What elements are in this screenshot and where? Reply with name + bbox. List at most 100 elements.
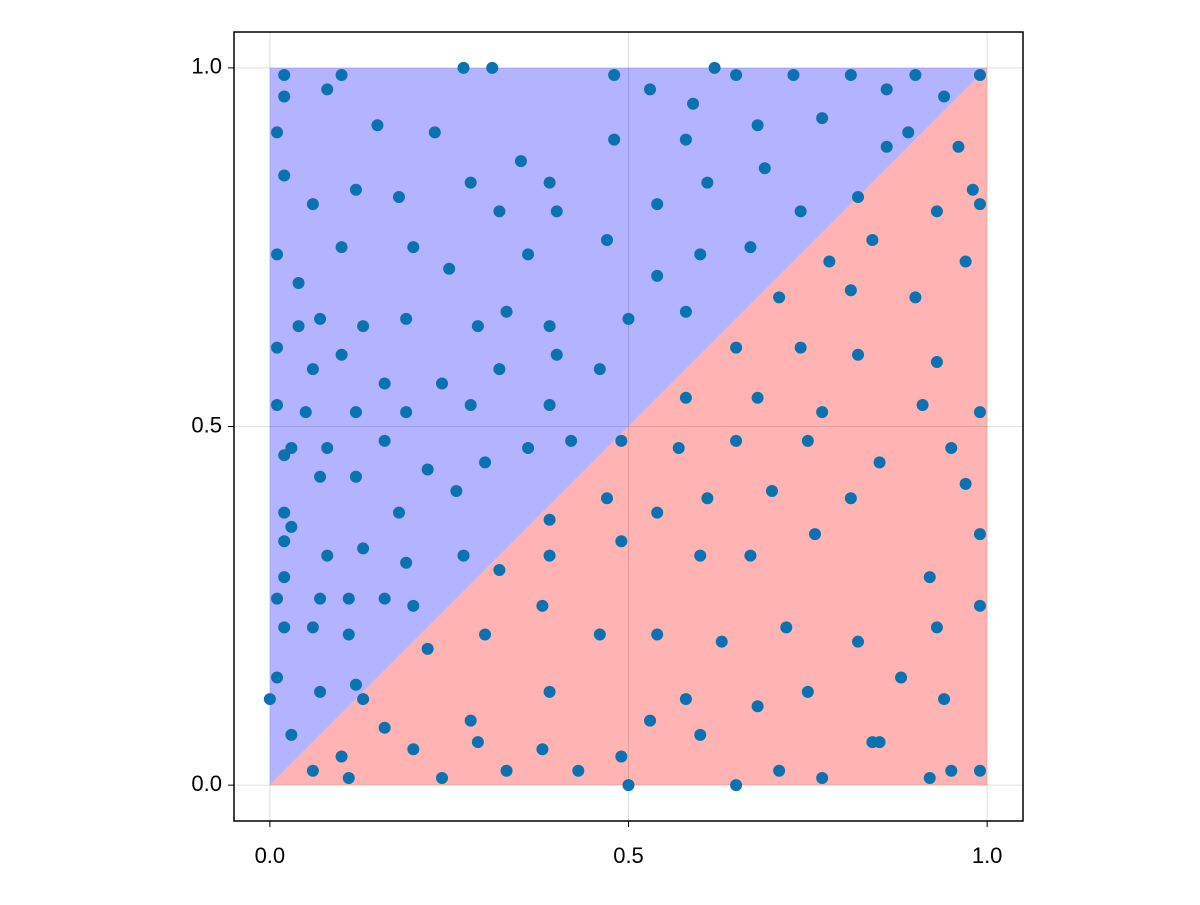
point	[407, 599, 420, 612]
point	[378, 592, 391, 605]
point	[464, 176, 477, 189]
point	[973, 69, 986, 82]
point	[271, 592, 284, 605]
point	[550, 348, 563, 361]
point	[543, 176, 556, 189]
point	[902, 126, 915, 139]
point	[550, 205, 563, 218]
point	[285, 728, 298, 741]
point	[522, 248, 535, 261]
point	[321, 549, 334, 562]
point	[306, 198, 319, 211]
point	[852, 635, 865, 648]
point	[608, 133, 621, 146]
point	[263, 693, 276, 706]
point	[543, 320, 556, 333]
point	[471, 320, 484, 333]
point	[651, 198, 664, 211]
point	[278, 621, 291, 634]
point	[600, 234, 613, 247]
point	[873, 456, 886, 469]
point	[421, 463, 434, 476]
point	[536, 599, 549, 612]
point	[378, 721, 391, 734]
point	[543, 398, 556, 411]
point	[730, 434, 743, 447]
point	[916, 398, 929, 411]
point	[715, 635, 728, 648]
point	[651, 506, 664, 519]
point	[816, 406, 829, 419]
point	[314, 470, 327, 483]
point	[593, 628, 606, 641]
point	[938, 90, 951, 103]
point	[844, 69, 857, 82]
point	[801, 434, 814, 447]
point	[457, 61, 470, 74]
point	[335, 750, 348, 763]
x-tick-label: 1.0	[972, 843, 1003, 868]
point	[952, 140, 965, 153]
point	[565, 434, 578, 447]
point	[436, 771, 449, 784]
point	[464, 398, 477, 411]
point	[615, 535, 628, 548]
x-tick-label: 0.0	[255, 843, 286, 868]
point	[392, 190, 405, 203]
point	[436, 377, 449, 390]
point	[923, 571, 936, 584]
point	[679, 133, 692, 146]
point	[306, 621, 319, 634]
y-tick-label: 1.0	[191, 54, 222, 79]
point	[543, 685, 556, 698]
point	[751, 391, 764, 404]
point	[314, 592, 327, 605]
point	[801, 685, 814, 698]
point	[816, 771, 829, 784]
point	[880, 83, 893, 96]
point	[378, 434, 391, 447]
point	[909, 69, 922, 82]
point	[357, 542, 370, 555]
point	[479, 628, 492, 641]
point	[271, 248, 284, 261]
point	[371, 119, 384, 132]
point	[500, 764, 513, 777]
point	[644, 83, 657, 96]
point	[278, 506, 291, 519]
point	[479, 456, 492, 469]
point	[378, 377, 391, 390]
point	[278, 449, 291, 462]
point	[622, 312, 635, 325]
point	[522, 442, 535, 455]
point	[895, 671, 908, 684]
point	[744, 241, 757, 254]
point	[622, 779, 635, 792]
point	[335, 69, 348, 82]
point	[694, 549, 707, 562]
point	[543, 513, 556, 526]
point	[271, 341, 284, 354]
point	[493, 205, 506, 218]
point	[357, 693, 370, 706]
point	[758, 162, 771, 175]
point	[816, 112, 829, 125]
point	[787, 69, 800, 82]
point	[880, 140, 893, 153]
point	[973, 406, 986, 419]
point	[730, 779, 743, 792]
point	[823, 255, 836, 268]
point	[679, 391, 692, 404]
point	[966, 183, 979, 196]
point	[672, 442, 685, 455]
point	[292, 277, 305, 290]
point	[306, 363, 319, 376]
point	[335, 241, 348, 254]
point	[765, 485, 778, 498]
point	[392, 506, 405, 519]
point	[730, 69, 743, 82]
point	[278, 535, 291, 548]
point	[572, 764, 585, 777]
point	[400, 406, 413, 419]
